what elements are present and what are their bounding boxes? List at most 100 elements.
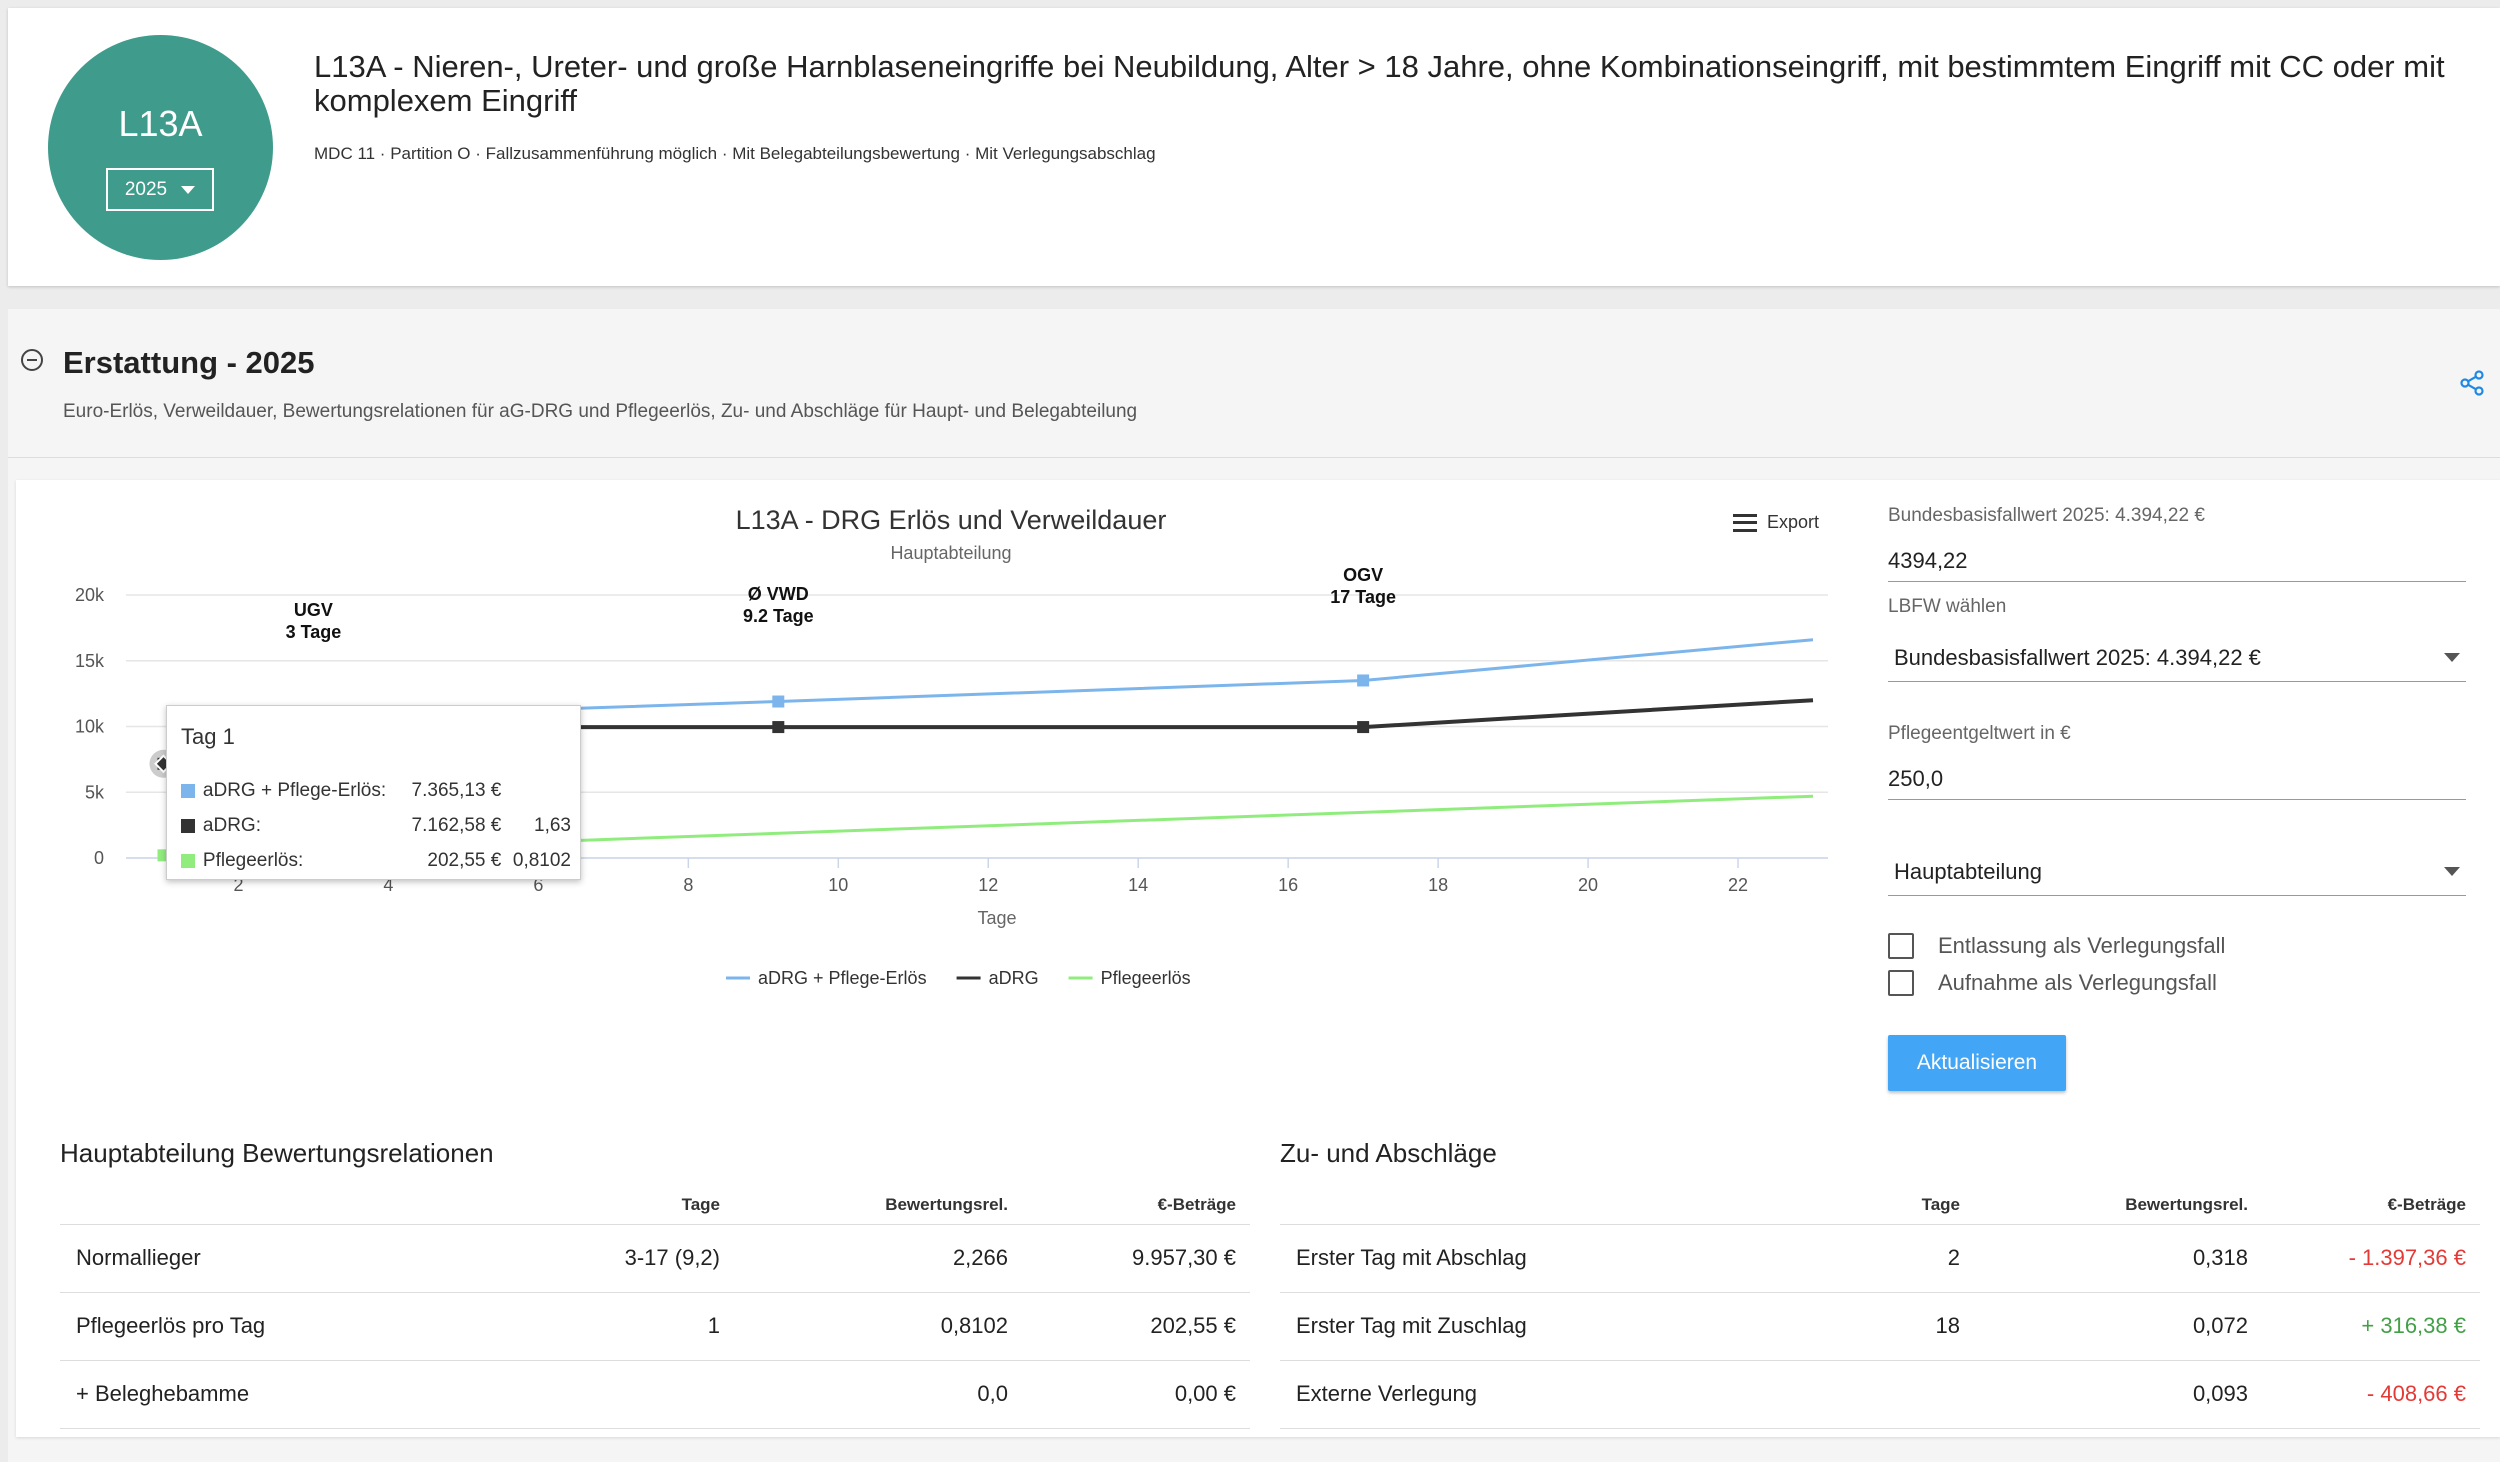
legend-label: aDRG + Pflege-Erlös (758, 968, 927, 988)
tooltip-row-name: Pflegeerlös: (202, 850, 304, 871)
legend-label: aDRG (989, 968, 1039, 988)
x-tick-label: 20 (1578, 875, 1598, 895)
tooltip-row: aDRG: 7.162,58 € 1,63 (181, 811, 571, 841)
table-cell: 1 (580, 1292, 720, 1361)
x-tick-label: 16 (1278, 875, 1298, 895)
column-header: €-Beträge (1008, 1187, 1250, 1225)
legend-swatch (181, 854, 195, 868)
tooltip-row-name: aDRG: (202, 815, 261, 836)
table-cell: Normallieger (60, 1224, 580, 1293)
export-label: Export (1767, 512, 1820, 532)
column-header (1280, 1187, 1860, 1225)
x-tick-label: 22 (1728, 875, 1748, 895)
table-row: Externe Verlegung 0,093 - 408,66 € (1280, 1360, 2480, 1429)
x-tick-label: 10 (828, 875, 848, 895)
abteilung-select[interactable]: Hauptabteilung (1888, 848, 2466, 896)
drg-code: L13A (118, 103, 203, 144)
tooltip-row-rel: 0,8102 (512, 850, 571, 871)
table-cell: 2,266 (720, 1224, 1008, 1293)
tooltip-row-rel: 1,63 (534, 815, 571, 836)
annotation-label: 3 Tage (286, 622, 342, 642)
main-card: L13A - DRG Erlös und Verweildauer Hauptab… (16, 480, 2500, 1437)
table-cell: 0,318 (1960, 1224, 2248, 1293)
column-header: Tage (1860, 1187, 1960, 1225)
bbfw-label: Bundesbasisfallwert 2025: 4.394,22 € (1888, 505, 2205, 526)
table-title: Zu- und Abschläge (1280, 1138, 1497, 1168)
chart-subtitle: Hauptabteilung (890, 543, 1011, 563)
table-row: Pflegeerlös pro Tag 1 0,8102 202,55 € (60, 1292, 1250, 1361)
pflege-label: Pflegeentgeltwert in € (1888, 723, 2071, 744)
y-tick-label: 0 (94, 848, 104, 868)
table-cell: Erster Tag mit Abschlag (1280, 1224, 1860, 1293)
menu-icon (1733, 513, 1757, 532)
column-header: Bewertungsrel. (720, 1187, 1008, 1225)
tooltip-row: aDRG + Pflege-Erlös: 7.365,13 € (181, 776, 571, 806)
zuschlaege-table: Tage Bewertungsrel. €-Beträge Erster Tag… (1280, 1187, 2480, 1429)
tooltip-row-name: aDRG + Pflege-Erlös: (202, 780, 387, 801)
drg-meta: MDC 11 · Partition O · Fallzusammenführu… (314, 144, 1156, 163)
column-header: €-Beträge (2248, 1187, 2480, 1225)
chevron-down-icon (181, 185, 196, 194)
y-tick-label: 5k (85, 782, 105, 802)
tooltip-row-value: 202,55 € (427, 850, 502, 871)
table-cell: - 408,66 € (2248, 1360, 2480, 1429)
update-button[interactable]: Aktualisieren (1888, 1035, 2066, 1091)
table-cell: Pflegeerlös pro Tag (60, 1292, 580, 1361)
lbfw-select[interactable]: Bundesbasisfallwert 2025: 4.394,22 € (1888, 634, 2466, 682)
x-tick-label: 4 (383, 875, 393, 895)
annotation-label: 9.2 Tage (743, 606, 814, 626)
table-cell: 18 (1860, 1292, 1960, 1361)
table-cell: - 1.397,36 € (2248, 1224, 2480, 1293)
table-cell (580, 1360, 720, 1429)
drg-title: L13A - Nieren-, Ureter- und große Harnbl… (314, 49, 2445, 118)
tooltip-row: Pflegeerlös: 202,55 € 0,8102 (181, 846, 571, 876)
annotation-label: OGV (1343, 565, 1383, 585)
legend-swatch (181, 819, 195, 833)
x-tick-label: 18 (1428, 875, 1448, 895)
annotation-label: Ø VWD (748, 584, 809, 604)
chevron-down-icon (2444, 867, 2460, 876)
aufnahme-checkbox[interactable] (1888, 970, 1914, 996)
entlassung-checkbox[interactable] (1888, 933, 1914, 959)
y-tick-label: 15k (75, 651, 105, 671)
series-marker (772, 721, 785, 734)
legend-label: Pflegeerlös (1101, 968, 1191, 988)
lbfw-label: LBFW wählen (1888, 596, 2007, 617)
chart-title: L13A - DRG Erlös und Verweildauer (736, 505, 1167, 535)
table-cell: Externe Verlegung (1280, 1360, 1860, 1429)
entlassung-label: Entlassung als Verlegungsfall (1938, 933, 2226, 958)
table-cell: 9.957,30 € (1008, 1224, 1250, 1293)
chart-tooltip: Tag 1 aDRG + Pflege-Erlös: 7.365,13 € aD… (166, 705, 581, 880)
table-cell: + 316,38 € (2248, 1292, 2480, 1361)
year-select-value: 2025 (124, 178, 168, 200)
tooltip-title: Tag 1 (181, 724, 235, 749)
legend-swatch (181, 784, 195, 798)
x-tick-label: 8 (683, 875, 693, 895)
table-cell: 0,0 (720, 1360, 1008, 1429)
x-tick-label: 12 (978, 875, 998, 895)
entlassung-checkbox-row[interactable]: Entlassung als Verlegungsfall (1888, 933, 2225, 959)
table-cell (1860, 1360, 1960, 1429)
drg-badge: L13A 2025 (48, 35, 273, 260)
section-divider (8, 457, 2500, 458)
year-select[interactable]: 2025 (106, 168, 214, 211)
series-marker (1357, 674, 1370, 687)
x-tick-label: 14 (1128, 875, 1148, 895)
x-tick-label: 2 (233, 875, 243, 895)
share-icon[interactable] (2458, 369, 2486, 397)
aufnahme-checkbox-row[interactable]: Aufnahme als Verlegungsfall (1888, 970, 2217, 996)
tooltip-row-value: 7.162,58 € (411, 815, 502, 836)
zuschlaege-table-block: Zu- und Abschläge Tage Bewertungsrel. €-… (1280, 1138, 2480, 1429)
collapse-icon[interactable] (21, 349, 43, 371)
section-subtitle: Euro-Erlös, Verweildauer, Bewertungsrela… (63, 401, 1138, 422)
pflege-input[interactable]: 250,0 (1888, 758, 2466, 800)
aufnahme-label: Aufnahme als Verlegungsfall (1938, 970, 2217, 995)
table-row: Erster Tag mit Zuschlag 18 0,072 + 316,3… (1280, 1292, 2480, 1361)
export-button[interactable]: Export (1733, 512, 1819, 533)
table-cell: 0,00 € (1008, 1360, 1250, 1429)
series-marker (1357, 721, 1370, 734)
table-cell: 3-17 (9,2) (580, 1224, 720, 1293)
series-marker (772, 695, 785, 708)
table-cell: 0,8102 (720, 1292, 1008, 1361)
bbfw-input[interactable]: 4394,22 (1888, 540, 2466, 582)
